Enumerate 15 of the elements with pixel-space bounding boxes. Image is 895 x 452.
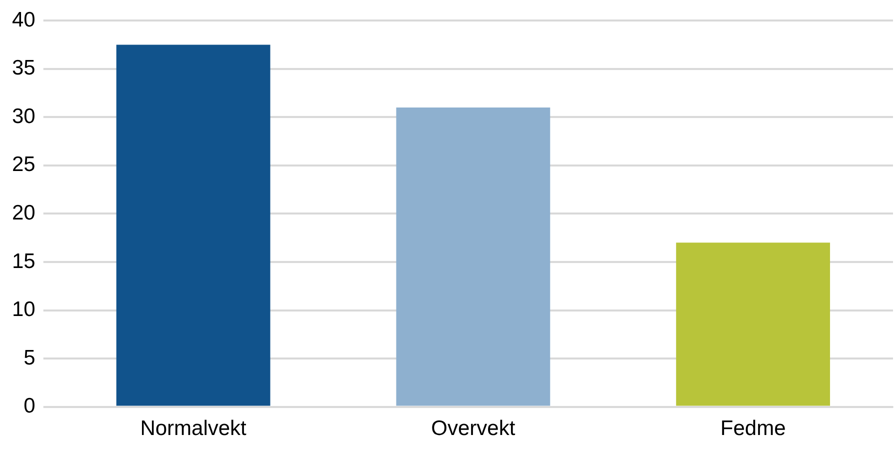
y-tick-label: 10 — [12, 298, 36, 322]
bar — [396, 107, 550, 406]
y-tick-label: 40 — [12, 8, 36, 32]
y-tick-label: 35 — [12, 56, 36, 80]
bar — [676, 242, 830, 406]
x-tick-label: Fedme — [720, 417, 786, 440]
y-tick-label: 20 — [12, 201, 36, 224]
y-tick-label: 30 — [12, 104, 36, 128]
y-tick-label: 15 — [12, 250, 36, 273]
y-tick-label: 0 — [24, 394, 36, 418]
y-tick-label: 5 — [24, 346, 36, 370]
x-tick-label: Normalvekt — [140, 417, 247, 440]
y-tick-label: 25 — [12, 153, 36, 176]
x-tick-label: Overvekt — [431, 417, 516, 440]
bar — [116, 44, 270, 406]
